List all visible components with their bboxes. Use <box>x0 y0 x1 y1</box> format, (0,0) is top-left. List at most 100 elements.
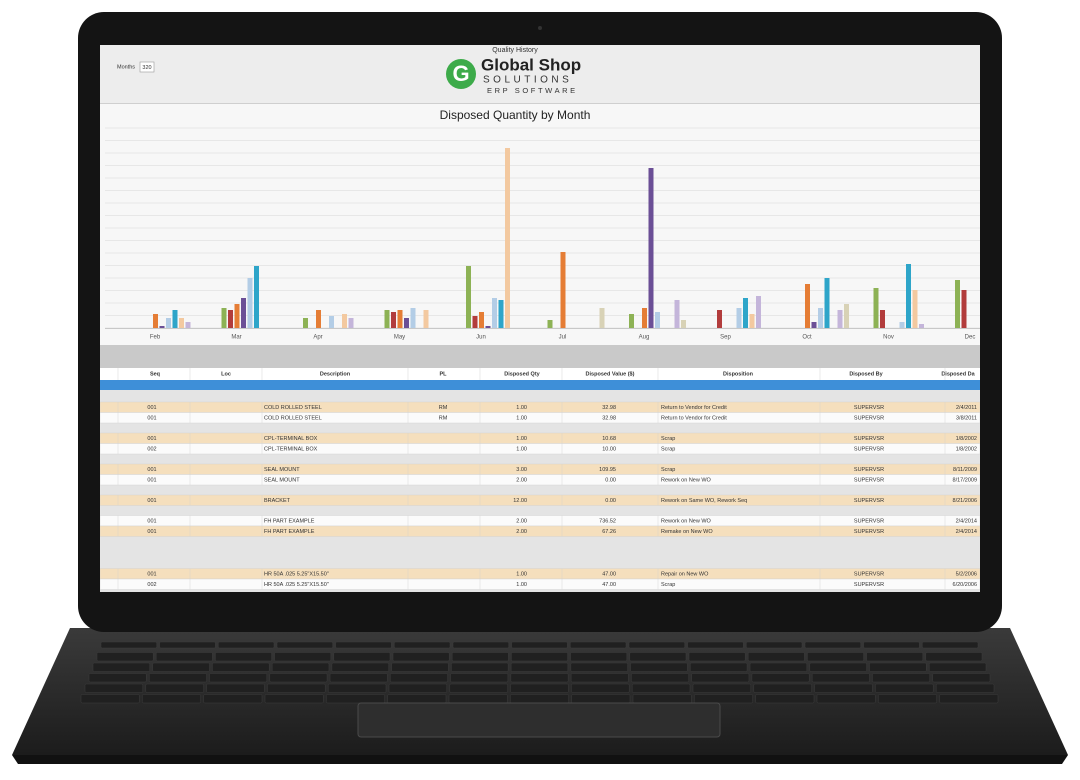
key[interactable] <box>631 673 689 683</box>
key[interactable] <box>751 673 810 683</box>
key[interactable] <box>152 662 210 672</box>
key[interactable] <box>690 662 748 672</box>
key[interactable] <box>570 641 627 649</box>
key[interactable] <box>274 652 332 662</box>
key[interactable] <box>215 652 272 662</box>
key[interactable] <box>939 694 999 704</box>
table-row[interactable] <box>100 412 980 424</box>
key[interactable] <box>755 694 815 704</box>
key[interactable] <box>925 652 983 662</box>
key[interactable] <box>687 641 744 649</box>
key[interactable] <box>387 694 447 704</box>
key[interactable] <box>264 694 324 704</box>
table-row[interactable] <box>100 494 980 506</box>
key[interactable] <box>218 641 275 649</box>
key[interactable] <box>629 652 687 662</box>
key[interactable] <box>326 694 385 704</box>
table-row[interactable] <box>100 432 980 444</box>
table-row[interactable] <box>100 474 980 486</box>
table-row[interactable] <box>100 578 980 590</box>
key[interactable] <box>449 683 508 693</box>
key[interactable] <box>746 641 803 649</box>
table-row[interactable] <box>100 525 980 537</box>
key[interactable] <box>570 652 628 662</box>
key[interactable] <box>145 683 204 693</box>
touchpad[interactable] <box>357 702 721 738</box>
key[interactable] <box>510 683 569 693</box>
key[interactable] <box>866 652 924 662</box>
key[interactable] <box>271 662 330 672</box>
key[interactable] <box>388 683 448 693</box>
key[interactable] <box>452 641 509 649</box>
key[interactable] <box>394 641 451 649</box>
key[interactable] <box>747 652 805 662</box>
key[interactable] <box>632 694 692 704</box>
key[interactable] <box>570 662 628 672</box>
key[interactable] <box>811 673 870 683</box>
key[interactable] <box>203 694 263 704</box>
column-header[interactable]: Disposed Qty <box>504 371 540 377</box>
key[interactable] <box>875 683 934 693</box>
column-header[interactable]: Loc <box>221 371 231 377</box>
key[interactable] <box>96 652 154 662</box>
key[interactable] <box>863 641 920 649</box>
key[interactable] <box>100 641 157 649</box>
key[interactable] <box>869 662 927 672</box>
key[interactable] <box>329 673 388 683</box>
column-header[interactable]: Description <box>320 371 351 377</box>
key[interactable] <box>691 673 750 683</box>
key[interactable] <box>753 683 812 693</box>
key[interactable] <box>327 683 387 693</box>
key[interactable] <box>142 694 201 704</box>
table-row[interactable] <box>100 401 980 413</box>
key[interactable] <box>209 673 268 683</box>
key[interactable] <box>155 652 213 662</box>
key[interactable] <box>390 673 448 683</box>
key[interactable] <box>571 694 631 704</box>
key[interactable] <box>448 694 508 704</box>
key[interactable] <box>84 683 144 693</box>
key[interactable] <box>510 662 569 672</box>
column-header[interactable]: Disposed Value ($) <box>586 371 635 377</box>
key[interactable] <box>88 673 147 683</box>
column-header[interactable]: Disposed By <box>849 371 883 377</box>
key[interactable] <box>809 662 867 672</box>
key[interactable] <box>749 662 808 672</box>
key[interactable] <box>510 673 569 683</box>
key[interactable] <box>929 662 987 672</box>
key[interactable] <box>511 652 568 662</box>
key[interactable] <box>276 641 333 649</box>
key[interactable] <box>570 673 629 683</box>
key[interactable] <box>688 652 746 662</box>
key[interactable] <box>450 673 509 683</box>
key[interactable] <box>149 673 207 683</box>
key[interactable] <box>932 673 991 683</box>
key[interactable] <box>159 641 216 649</box>
column-header[interactable]: Seq <box>150 371 160 377</box>
key[interactable] <box>510 694 569 704</box>
key[interactable] <box>331 662 389 672</box>
key[interactable] <box>451 662 509 672</box>
key[interactable] <box>814 683 873 693</box>
key[interactable] <box>807 652 864 662</box>
table-row[interactable] <box>100 568 980 580</box>
key[interactable] <box>333 652 391 662</box>
key[interactable] <box>935 683 995 693</box>
key[interactable] <box>804 641 861 649</box>
key[interactable] <box>92 662 150 672</box>
key[interactable] <box>878 694 937 704</box>
months-input[interactable] <box>139 61 155 73</box>
key[interactable] <box>392 652 450 662</box>
table-row[interactable] <box>100 463 980 475</box>
column-header[interactable]: PL <box>439 371 447 377</box>
key[interactable] <box>206 683 265 693</box>
table-row[interactable] <box>100 515 980 527</box>
key[interactable] <box>451 652 509 662</box>
key[interactable] <box>571 683 630 693</box>
column-header[interactable]: Disposed Da <box>941 371 975 377</box>
key[interactable] <box>630 662 688 672</box>
key[interactable] <box>511 641 568 649</box>
key[interactable] <box>628 641 685 649</box>
key[interactable] <box>694 694 753 704</box>
key[interactable] <box>335 641 392 649</box>
